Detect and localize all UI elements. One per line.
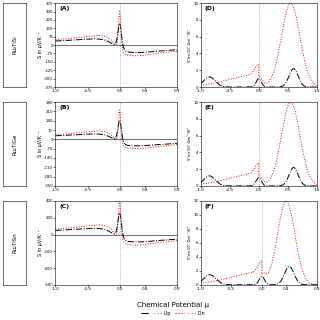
Text: (E): (E) [204,105,214,110]
Text: Ru₂TiSn: Ru₂TiSn [12,233,17,253]
Y-axis label: S²σ×10⁷ Ωm⁻¹/K²: S²σ×10⁷ Ωm⁻¹/K² [188,127,192,161]
Text: Ru₂TiSi: Ru₂TiSi [12,36,17,54]
Text: S in μV/K⁻¹: S in μV/K⁻¹ [38,32,44,58]
Text: S in μV/K⁻¹: S in μV/K⁻¹ [38,131,44,157]
Text: S in μV/K⁻¹: S in μV/K⁻¹ [38,230,44,256]
Y-axis label: S²σ×10⁷ Ωm⁻¹/K²: S²σ×10⁷ Ωm⁻¹/K² [188,28,192,62]
Text: Ru₂TiGe: Ru₂TiGe [12,133,17,155]
Text: (B): (B) [59,105,69,110]
Text: (D): (D) [204,6,215,11]
Text: Chemical Potential μ: Chemical Potential μ [137,302,209,308]
Text: (F): (F) [204,204,214,209]
Text: (C): (C) [59,204,69,209]
Text: (A): (A) [59,6,69,11]
Y-axis label: S²σ×10⁷ Ωm⁻¹/K²: S²σ×10⁷ Ωm⁻¹/K² [188,226,192,260]
Legend: - - - Up, - - - Dn: - - - Up, - - - Dn [139,309,207,317]
